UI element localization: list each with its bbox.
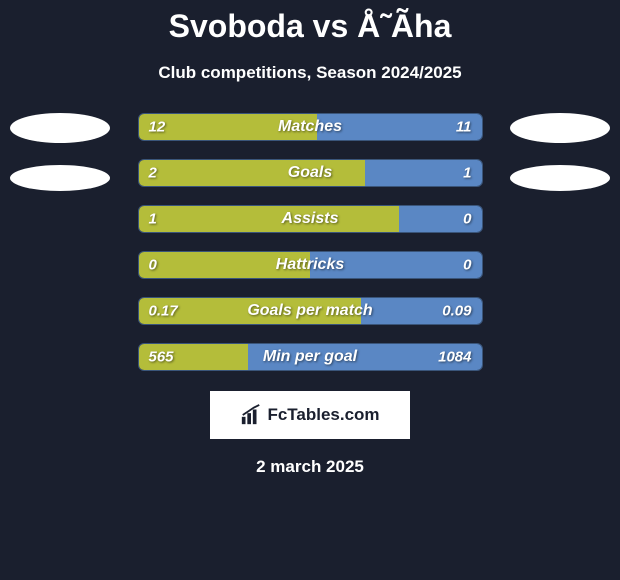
stat-label: Assists (282, 210, 339, 228)
main-container: Svoboda vs Å˜Ãha Club competitions, Seas… (0, 0, 620, 477)
stat-row: Assists 1 0 (138, 205, 483, 233)
stats-rows: Matches 12 11 Goals 2 1 Assists 1 0 Hattricks 0 0 Go… (138, 113, 483, 371)
stat-row: Hattricks 0 0 (138, 251, 483, 279)
stat-row: Goals 2 1 (138, 159, 483, 187)
brand-box: FcTables.com (210, 391, 410, 439)
stat-value-left: 1 (149, 211, 157, 228)
avatar-ellipse-left-1 (10, 113, 110, 143)
stat-value-right: 11 (456, 119, 472, 136)
stat-row: Min per goal 565 1084 (138, 343, 483, 371)
stat-label: Min per goal (263, 348, 357, 366)
chart-icon (240, 404, 262, 426)
stat-row: Goals per match 0.17 0.09 (138, 297, 483, 325)
stat-value-left: 2 (149, 165, 157, 182)
stat-label: Goals per match (247, 302, 372, 320)
avatar-ellipse-right-1 (510, 113, 610, 143)
stat-label: Matches (278, 118, 342, 136)
bar-left (139, 206, 400, 232)
date-text: 2 march 2025 (256, 457, 364, 477)
subtitle: Club competitions, Season 2024/2025 (158, 63, 461, 83)
page-title: Svoboda vs Å˜Ãha (169, 8, 452, 45)
avatar-ellipse-right-2 (510, 165, 610, 191)
player-avatar-left (10, 113, 110, 213)
stats-wrapper: Matches 12 11 Goals 2 1 Assists 1 0 Hattricks 0 0 Go… (0, 113, 620, 371)
stat-value-right: 0.09 (442, 303, 471, 320)
avatar-ellipse-left-2 (10, 165, 110, 191)
player-avatar-right (510, 113, 610, 213)
stat-value-right: 0 (463, 257, 471, 274)
stat-label: Hattricks (276, 256, 344, 274)
stat-value-left: 12 (149, 119, 166, 136)
stat-value-right: 0 (463, 211, 471, 228)
stat-value-left: 0 (149, 257, 157, 274)
stat-value-right: 1084 (438, 349, 471, 366)
stat-row: Matches 12 11 (138, 113, 483, 141)
stat-value-right: 1 (463, 165, 471, 182)
stat-value-left: 0.17 (149, 303, 178, 320)
brand-text: FcTables.com (267, 405, 379, 425)
stat-label: Goals (288, 164, 332, 182)
stat-value-left: 565 (149, 349, 174, 366)
